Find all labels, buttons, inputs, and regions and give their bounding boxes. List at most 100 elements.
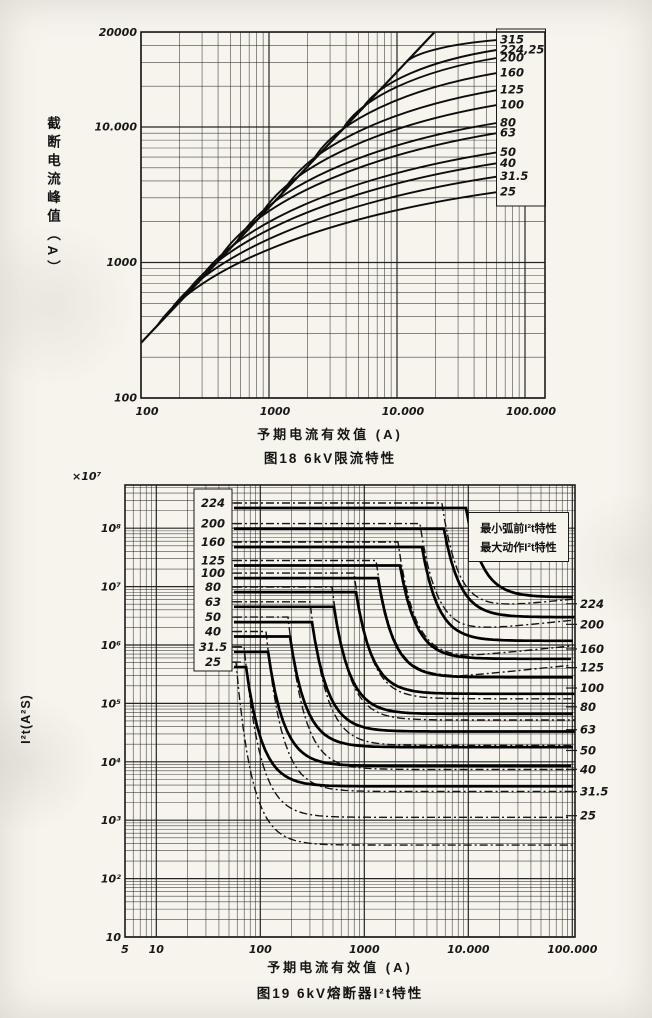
figure-19-caption: 图19 6kV熔断器I²t特性 [256,986,424,1001]
cutoff-curve-31.5 [165,175,497,317]
chart1-y-tick: 20000 [99,26,138,39]
curve-label-200: 200 [500,51,524,65]
chart1-rating-label-box [496,28,546,207]
cutoff-curve-125 [280,89,497,195]
curve-label-315: 315 [500,33,524,47]
chart1-grid [140,31,545,399]
right-curve-label-25: 25 [580,809,596,823]
right-curve-label-160: 160 [580,642,604,656]
left-curve-label-80: 80 [205,580,221,594]
max-operating-curve-125 [234,564,571,661]
right-curve-label-40: 40 [579,762,596,776]
cutoff-curve-224,25 [361,49,497,110]
chart2-y-tick: 10⁶ [101,639,121,652]
right-curve-label-31.5: 31.5 [580,785,608,799]
legend-min-prearc-label: 最小弧前I²t特性 [480,522,557,535]
cutoff-curve-40 [180,162,497,302]
chart2-y-tick: 10⁷ [101,581,121,594]
right-curve-label-80: 80 [580,700,596,714]
chart2-rating-label-box [193,488,233,672]
chart2-y-tick: 10⁵ [101,697,121,710]
min-prearc-curve-160 [234,541,574,656]
chart2-x-tick: 10 [149,943,165,956]
chart1-x-axis-title: 予期电流有效值 (A) [257,427,403,442]
chart1-y-tick: 1000 [106,256,137,269]
chart2-curves [234,502,575,846]
min-prearc-curve-224 [234,502,573,605]
curve-label-125: 125 [500,83,524,97]
left-curve-label-40: 40 [204,625,221,639]
prospective-peak-line [140,31,436,344]
curve-label-40: 40 [499,156,516,170]
max-operating-curve-31.5 [234,650,572,768]
curve-label-25: 25 [500,185,516,199]
left-curve-label-50: 50 [205,610,221,624]
chart2-x-tick: 1000 [349,943,380,956]
chart1-y-tick: 10.000 [95,121,138,134]
left-curve-label-31.5: 31.5 [199,640,227,654]
curve-label-160: 160 [500,66,524,80]
left-curve-label-160: 160 [201,535,225,549]
cutoff-curve-200 [341,57,497,131]
right-curve-label-224: 224 [580,597,604,611]
chart2-x-axis-title: 予期电流有效值 (A) [267,960,413,975]
curve-label-224,25: 224,25 [500,43,544,57]
chart2-y-scale-label: ×10⁷ [72,470,102,483]
chart1: 315224,252001601251008063504031.52520000… [95,26,557,418]
curve-label-63: 63 [500,126,516,140]
right-curve-label-50: 50 [580,743,596,757]
left-curve-label-125: 125 [201,553,225,567]
max-operating-curve-63 [234,605,573,716]
chart2-y-tick: 10² [101,873,121,886]
chart2-y-tick: 10⁸ [101,522,121,535]
chart1-x-tick: 100 [136,405,159,418]
chart2-y-tick: 10³ [101,814,121,827]
min-prearc-curve-40 [234,630,573,793]
chart1-frame [140,31,546,399]
left-curve-label-100: 100 [201,566,225,580]
cutoff-curve-50 [195,151,497,285]
figure-18-caption: 图18 6kV限流特性 [263,451,397,466]
chart2-y-axis-title: I²t(A²S) [19,694,33,744]
chart1-y-axis-title: 截断电流峰值（A） [45,116,60,279]
min-prearc-curve-50 [234,616,575,771]
max-operating-curve-50 [234,620,575,733]
left-curve-label-25: 25 [205,655,221,669]
chart1-x-tick: 100.000 [506,405,556,418]
cutoff-curve-100 [257,104,497,219]
chart2-x-tick: 100 [249,943,272,956]
cutoff-curve-25 [156,191,497,327]
cutoff-curve-160 [311,72,497,163]
chart2-x-tick: 10.000 [447,943,490,956]
right-curve-label-200: 200 [580,617,604,631]
max-operating-curve-40 [234,635,573,749]
max-operating-curve-80 [234,590,575,696]
left-curve-label-224: 224 [201,496,225,510]
cutoff-curve-80 [235,122,497,242]
right-curve-label-63: 63 [580,723,596,737]
cutoff-curve-315 [406,39,497,62]
chart1-x-tick: 1000 [260,405,291,418]
max-operating-curve-160 [234,545,573,643]
chart2-x-tick: 5 [121,943,129,956]
min-prearc-curve-80 [234,586,575,721]
chart2-y-tick: 10⁴ [101,756,121,769]
left-curve-label-200: 200 [201,517,225,531]
chart2-y-tick: 10 [106,931,122,944]
legend-max-operating-label: 最大动作I²t特性 [480,541,557,554]
max-operating-curve-25 [234,665,574,788]
curve-label-50: 50 [500,145,516,159]
max-operating-curve-200 [234,527,575,619]
curve-label-31.5: 31.5 [500,169,528,183]
cutoff-curve-63 [215,132,497,264]
right-curve-label-125: 125 [580,661,604,675]
left-curve-label-63: 63 [205,595,221,609]
min-prearc-curve-200 [234,522,575,628]
chart2-frame [124,484,576,938]
min-prearc-curve-63 [234,601,573,747]
curve-label-100: 100 [500,98,524,112]
chart1-y-tick: 100 [114,392,137,405]
chart1-x-tick: 10.000 [382,405,425,418]
